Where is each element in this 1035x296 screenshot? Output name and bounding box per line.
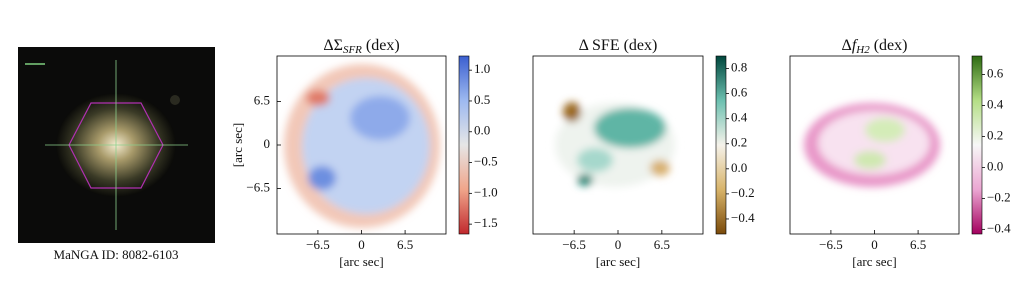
colorbar-tick-label: −0.4	[987, 220, 1011, 235]
colorbar-tick-label: −0.2	[987, 189, 1011, 204]
fh2-map	[804, 103, 940, 187]
colorbar-tick-label: −0.5	[474, 154, 498, 169]
title-part: SFR	[343, 44, 362, 56]
y-tick-label: 6.5	[254, 92, 270, 107]
colorbar-tick-label: 0.0	[731, 160, 747, 175]
colorbar	[971, 55, 983, 235]
title-part: Δ	[842, 37, 852, 54]
chart-title: ΔfH2 (dex)	[842, 37, 908, 56]
x-tick-label: 0	[615, 237, 622, 252]
title-part: Δ SFE (dex)	[579, 37, 658, 54]
title-part: H2	[855, 44, 870, 56]
colorbar-tick-label: 0.0	[474, 123, 490, 138]
colorbar-tick-label: 0.0	[987, 158, 1003, 173]
x-tick-label: 6.5	[654, 237, 670, 252]
colorbar-tick-label: −0.2	[731, 185, 755, 200]
x-tick-label: 6.5	[397, 237, 413, 252]
colorbar-tick-label: 0.4	[731, 110, 748, 125]
colorbar-tick-label: 0.2	[731, 135, 747, 150]
x-tick-label: −6.5	[306, 237, 330, 252]
galaxy-image	[18, 47, 215, 243]
chart-title: Δ SFE (dex)	[579, 37, 658, 54]
title-part: (dex)	[874, 37, 908, 54]
colorbar-tick-label: −1.0	[474, 184, 498, 199]
title-part: (dex)	[366, 37, 400, 54]
x-tick-label: −6.5	[562, 237, 586, 252]
sfr-map	[284, 64, 440, 228]
colorbar-tick-label: 0.2	[987, 127, 1003, 142]
x-tick-label: 6.5	[910, 237, 926, 252]
colorbar-tick-label: 0.6	[731, 85, 748, 100]
colorbar	[715, 55, 727, 235]
x-tick-label: 0	[871, 237, 878, 252]
colorbar-tick-label: 0.8	[731, 60, 747, 75]
x-axis-label: [arc sec]	[852, 254, 896, 269]
title-part: f	[852, 37, 859, 54]
sfe-map	[555, 102, 675, 187]
y-tick-label: 0	[264, 136, 271, 151]
x-axis-label: [arc sec]	[339, 254, 383, 269]
y-tick-label: −6.5	[246, 179, 270, 194]
colorbar	[458, 55, 470, 235]
colorbar-tick-label: 1.0	[474, 61, 490, 76]
colorbar-tick-label: −0.4	[731, 210, 755, 225]
colorbar-tick-label: 0.6	[987, 66, 1004, 81]
x-tick-label: 0	[358, 237, 365, 252]
title-part: ΔΣ	[323, 37, 343, 54]
y-axis-label: [arc sec]	[230, 123, 245, 167]
image-caption: MaNGA ID: 8082-6103	[54, 247, 179, 262]
chart-title: ΔΣSFR (dex)	[323, 37, 399, 56]
x-tick-label: −6.5	[819, 237, 843, 252]
colorbar-tick-label: −1.5	[474, 215, 498, 230]
x-axis-label: [arc sec]	[596, 254, 640, 269]
colorbar-tick-label: 0.4	[987, 97, 1004, 112]
colorbar-tick-label: 0.5	[474, 92, 490, 107]
